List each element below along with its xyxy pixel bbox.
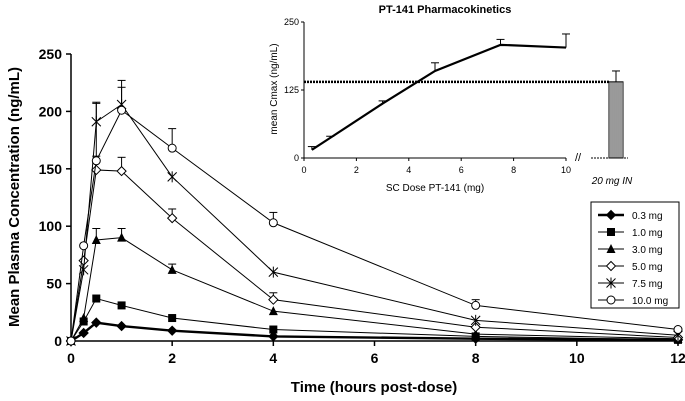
data-point <box>91 156 101 166</box>
legend-item: 0.3 mg <box>598 209 663 222</box>
legend-marker <box>605 209 617 221</box>
series-6 <box>66 79 683 346</box>
inset-x-tick-label: 4 <box>406 165 411 175</box>
main-axes <box>70 54 678 342</box>
legend-item: 5.0 mg <box>598 260 663 273</box>
inset-extra-bar-label: 20 mg IN <box>591 176 633 187</box>
data-point <box>91 317 102 328</box>
inset-extra-bar <box>608 70 624 159</box>
data-point <box>167 264 177 274</box>
data-point <box>268 306 278 316</box>
data-point <box>116 165 127 177</box>
data-point <box>471 300 481 310</box>
x-tick-label: 2 <box>168 350 176 366</box>
inset-x-tick-label: 6 <box>459 165 464 175</box>
legend-marker <box>605 260 617 272</box>
legend-label: 3.0 mg <box>632 245 663 256</box>
y-tick-label: 250 <box>39 46 63 62</box>
legend-item: 10.0 mg <box>598 295 668 307</box>
legend-marker <box>606 295 616 305</box>
data-point <box>268 266 279 278</box>
inset-series-line <box>311 43 567 151</box>
series-line <box>70 109 679 342</box>
legend: 0.3 mg 1.0 mg 3.0 mg 5.0 mg 7.5 mg 10.0 mg <box>590 201 680 309</box>
data-point <box>79 241 89 251</box>
data-point <box>92 294 101 303</box>
data-point <box>673 325 683 335</box>
data-point <box>78 327 89 339</box>
data-point <box>470 322 481 333</box>
data-point <box>168 314 177 323</box>
data-point <box>268 331 279 342</box>
data-point <box>470 314 481 326</box>
legend-marker <box>607 228 615 236</box>
legend-label: 0.3 mg <box>632 211 663 222</box>
x-axis-title: Time (hours post-dose) <box>291 379 457 396</box>
data-point <box>117 301 126 310</box>
y-axis-title: Mean Plasma Concentration (ng/mL) <box>6 67 23 327</box>
data-point <box>166 325 178 336</box>
data-point <box>471 329 481 339</box>
x-tick-label: 4 <box>269 350 277 366</box>
data-point <box>116 320 127 332</box>
main-series <box>65 79 684 347</box>
inset-x-tick-label: 2 <box>354 165 359 175</box>
x-tick-label: 0 <box>67 350 75 366</box>
data-point <box>91 164 102 176</box>
x-tick-label: 10 <box>569 350 585 366</box>
series-4 <box>65 155 684 347</box>
legend-label: 1.0 mg <box>632 228 663 239</box>
inset-ticks: 0 2 4 6 8 10 0 125 250 <box>284 17 571 175</box>
inset-y-tick-label: 125 <box>284 85 299 95</box>
legend-label: 5.0 mg <box>632 262 663 273</box>
y-tick-label: 150 <box>39 161 63 177</box>
series-5 <box>66 86 683 347</box>
x-tick-label: 8 <box>472 350 480 366</box>
legend-items: 0.3 mg 1.0 mg 3.0 mg 5.0 mg 7.5 mg 10.0 mg <box>598 209 668 307</box>
data-point <box>166 212 178 224</box>
legend-label: 10.0 mg <box>632 296 668 307</box>
series-line <box>70 297 679 342</box>
inset-x-tick-label: 10 <box>561 165 571 175</box>
inset-title: PT-141 Pharmacokinetics <box>379 4 512 16</box>
y-tick-label: 0 <box>54 333 62 349</box>
data-point <box>79 313 89 323</box>
series-3 <box>66 227 683 345</box>
data-point <box>167 171 178 183</box>
inset-y-tick-label: 250 <box>284 17 299 27</box>
x-tick-label: 12 <box>670 350 685 366</box>
x-tick-label: 6 <box>371 350 379 366</box>
y-tick-label: 50 <box>46 276 62 292</box>
y-tick-label: 100 <box>39 218 63 234</box>
legend-box <box>590 201 680 309</box>
inset-x-tick-label: 0 <box>301 165 306 175</box>
legend-item: 3.0 mg <box>598 244 663 256</box>
legend-marker <box>606 244 616 253</box>
legend-label: 7.5 mg <box>632 279 663 290</box>
legend-marker <box>606 277 616 289</box>
inset-x-axis-title: SC Dose PT-141 (mg) <box>386 183 484 194</box>
inset-axis-break-mark: // <box>575 152 582 164</box>
series-line <box>70 237 679 342</box>
inset-series <box>304 33 624 159</box>
data-point <box>268 218 278 228</box>
legend-item: 7.5 mg <box>598 277 663 290</box>
data-point <box>269 325 278 334</box>
data-point <box>117 232 127 242</box>
data-point <box>117 105 127 115</box>
y-tick-label: 200 <box>39 103 63 119</box>
legend-item: 1.0 mg <box>598 228 663 239</box>
inset-chart: PT-141 Pharmacokinetics // 0 2 4 6 8 10 0 125 25… <box>269 4 633 194</box>
data-point <box>78 255 89 266</box>
inset-y-tick-label: 0 <box>294 153 299 163</box>
data-point <box>167 143 177 153</box>
inset-y-axis-title: mean Cmax (ng/mL) <box>269 43 280 134</box>
data-point <box>268 294 279 305</box>
inset-x-tick-label: 8 <box>511 165 516 175</box>
data-point <box>91 234 101 244</box>
data-point <box>66 336 76 346</box>
